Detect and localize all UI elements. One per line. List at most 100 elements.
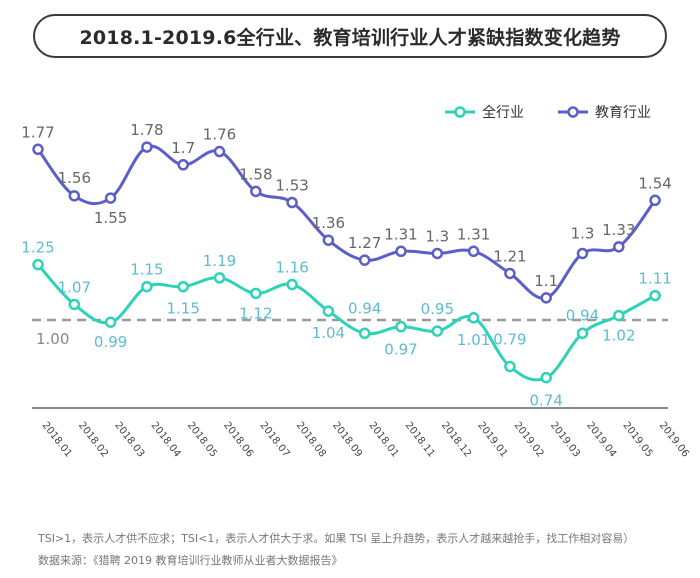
education-point — [613, 241, 625, 253]
all-industry-data-label: 0.95 — [421, 300, 454, 318]
all-industry-point — [395, 320, 407, 333]
all-industry-data-label: 0.94 — [566, 306, 599, 324]
education-point — [322, 234, 335, 246]
all-industry-legend-label: 全行业 — [482, 104, 524, 121]
reference-line-label: 1.00 — [36, 330, 69, 348]
x-tick-label: 2018.04 — [149, 420, 183, 459]
all-industry-data-label: 0.97 — [384, 341, 417, 359]
all-industry-point — [613, 309, 625, 322]
all-industry-point — [104, 316, 117, 328]
x-tick-label: 2019.01 — [475, 420, 509, 459]
all-industry-data-label: 1.12 — [239, 304, 272, 322]
all-industry-point — [358, 327, 371, 340]
all-industry-data-label: 1.25 — [21, 239, 54, 257]
education-data-label: 1.77 — [21, 123, 54, 141]
all-industry-point — [213, 272, 226, 284]
education-point — [358, 254, 371, 266]
all-industry-data-label: 1.15 — [130, 261, 163, 279]
education-data-label: 1.55 — [94, 209, 127, 227]
all-industry-data-label: 1.16 — [275, 259, 308, 277]
education-data-label: 1.7 — [171, 139, 195, 157]
all-industry-data-label: 1.02 — [602, 327, 635, 345]
x-tick-label: 2018.02 — [76, 420, 110, 459]
education-point — [250, 185, 262, 198]
education-point — [504, 267, 516, 280]
x-tick-label: 2018.09 — [330, 420, 364, 459]
all-industry-data-label: 1.15 — [166, 300, 199, 318]
education-data-label: 1.58 — [239, 165, 272, 183]
x-tick-label: 2018.01 — [366, 420, 400, 459]
all-industry-point — [540, 371, 552, 384]
all-industry-point — [250, 287, 262, 300]
all-industry-data-label: 1.01 — [457, 331, 490, 349]
education-point — [68, 190, 81, 202]
all-industry-data-label: 1.11 — [638, 270, 671, 288]
education-data-label: 1.78 — [130, 121, 163, 139]
education-point — [32, 143, 44, 156]
education-data-label: 1.31 — [457, 225, 490, 243]
x-tick-label: 2019.04 — [584, 420, 618, 459]
all-industry-point — [286, 278, 298, 291]
education-point — [431, 247, 444, 260]
education-point — [576, 247, 589, 260]
x-tick-label: 2019.02 — [512, 420, 546, 459]
x-tick-label: 2018.01 — [40, 420, 74, 459]
all-industry-point — [649, 289, 661, 302]
tsi-note: TSI>1，表示人才供不应求；TSI<1，表示人才供大于求。如果 TSI 呈上升… — [38, 532, 635, 545]
education-data-label: 1.36 — [312, 214, 345, 232]
education-data-label: 1.21 — [493, 247, 526, 265]
all-industry-point — [68, 298, 81, 311]
education-data-label: 1.33 — [602, 221, 635, 239]
education-data-label: 1.1 — [534, 272, 558, 290]
chart-title: 2018.1-2019.6全行业、教育培训行业人才紧缺指数变化趋势 — [79, 26, 621, 49]
education-data-label: 1.3 — [571, 224, 595, 242]
education-point — [286, 196, 298, 209]
all-industry-data-label: 0.94 — [348, 299, 381, 317]
x-tick-label: 2018.08 — [294, 420, 328, 459]
all-industry-point — [431, 325, 444, 337]
education-legend-label: 教育行业 — [595, 105, 651, 121]
all-industry-point — [141, 280, 153, 293]
x-tick-label: 2018.07 — [257, 420, 291, 459]
x-tick-label: 2018.11 — [403, 420, 437, 459]
x-tick-label: 2018.12 — [439, 420, 473, 459]
all-industry-point — [177, 280, 189, 293]
all-industry-point — [576, 327, 589, 340]
all-industry-data-label: 0.79 — [493, 331, 526, 349]
title-box: 2018.1-2019.6全行业、教育培训行业人才紧缺指数变化趋势 — [33, 14, 667, 58]
education-data-label: 1.3 — [425, 227, 449, 245]
education-point — [395, 245, 407, 258]
education-data-label: 1.54 — [638, 174, 671, 192]
x-tick-label: 2018.06 — [221, 420, 255, 459]
education-point — [467, 245, 480, 258]
education-data-label: 1.27 — [348, 234, 381, 252]
all-industry-data-label: 1.19 — [203, 252, 236, 270]
x-tick-label: 2019.03 — [548, 420, 582, 459]
all-industry-data-label: 1.04 — [312, 324, 345, 342]
all-industry-point — [32, 258, 44, 271]
x-tick-label: 2018.03 — [112, 420, 146, 459]
education-point — [104, 192, 117, 204]
all-industry-data-label: 0.99 — [94, 333, 127, 351]
all-industry-point — [322, 305, 335, 317]
x-tick-label: 2019.06 — [657, 420, 691, 459]
education-point — [540, 292, 552, 304]
x-tick-label: 2019.05 — [620, 420, 654, 459]
education-data-label: 1.56 — [58, 169, 91, 187]
education-point — [177, 159, 189, 171]
x-tick-label: 2018.05 — [185, 420, 219, 459]
all-industry-data-label: 0.74 — [529, 392, 562, 410]
education-data-label: 1.31 — [384, 225, 417, 243]
all-industry-point — [504, 360, 516, 373]
education-data-label: 1.76 — [203, 126, 236, 144]
all-industry-point — [467, 312, 480, 324]
data-source-note: 数据来源：《猎聘 2019 教育培训行业教师从业者大数据报告》 — [38, 554, 343, 567]
all-industry-legend-marker — [454, 106, 466, 118]
education-point — [141, 141, 153, 153]
education-point — [649, 194, 661, 207]
education-legend-marker — [567, 106, 579, 118]
all-industry-data-label: 1.07 — [58, 278, 91, 296]
education-point — [213, 145, 226, 158]
education-data-label: 1.53 — [275, 176, 308, 194]
